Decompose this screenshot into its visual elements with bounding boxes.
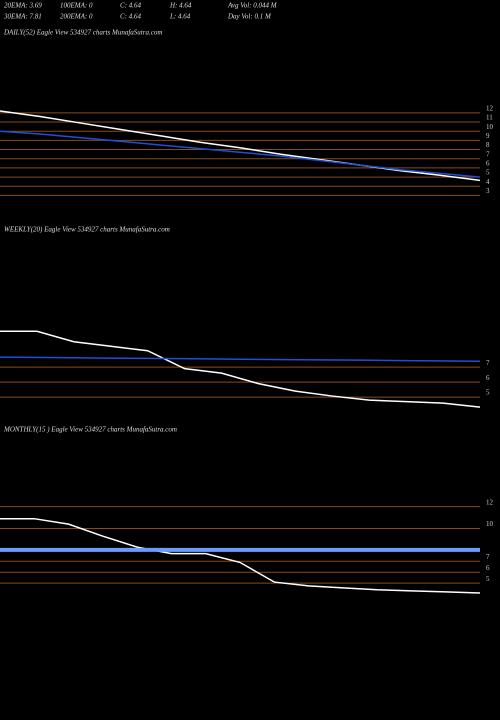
header-stat: 20EMA: 3.69: [4, 2, 42, 10]
series-line: [0, 356, 481, 362]
y-tick-label: 6: [486, 564, 490, 572]
y-tick-label: 8: [486, 141, 490, 149]
y-tick-label: 3: [486, 187, 490, 195]
header-stat: Day Vol: 0.1 M: [227, 13, 272, 21]
y-tick-label: 6: [486, 374, 490, 382]
panel-title: MONTHLY(15 ) Eagle View 534927 charts Mu…: [3, 426, 177, 434]
y-tick-label: 5: [486, 389, 490, 397]
header-stat: L: 4.64: [169, 13, 191, 21]
y-tick-label: 6: [486, 159, 490, 167]
y-tick-label: 7: [486, 150, 490, 158]
y-tick-label: 5: [486, 169, 490, 177]
series-line: [0, 330, 481, 408]
series-line: [0, 110, 481, 182]
header-stat: 30EMA: 7.81: [3, 13, 42, 21]
y-tick-label: 5: [486, 575, 490, 583]
header-stat: 200EMA: 0: [60, 13, 93, 21]
header-stat: H: 4.64: [169, 2, 192, 10]
panel-title: DAILY(52) Eagle View 534927 charts Munaf…: [3, 29, 162, 37]
series-line: [0, 517, 481, 594]
y-tick-label: 9: [486, 132, 490, 140]
y-tick-label: 12: [486, 104, 494, 112]
header-stat: Avg Vol: 0.044 M: [227, 2, 278, 10]
panel-title: WEEKLY(20) Eagle View 534927 charts Muna…: [4, 226, 170, 234]
series-line: [0, 130, 481, 178]
y-tick-label: 10: [486, 520, 494, 528]
header-stat: C: 4.64: [120, 2, 142, 10]
y-tick-label: 7: [486, 553, 490, 561]
y-tick-label: 12: [486, 498, 494, 506]
header-stat: 100EMA: 0: [60, 2, 93, 10]
y-tick-label: 4: [486, 178, 490, 186]
y-tick-label: 10: [486, 123, 494, 131]
header-stat: C: 4.64: [120, 13, 142, 21]
y-tick-label: 7: [486, 359, 490, 367]
y-tick-label: 11: [486, 114, 493, 122]
